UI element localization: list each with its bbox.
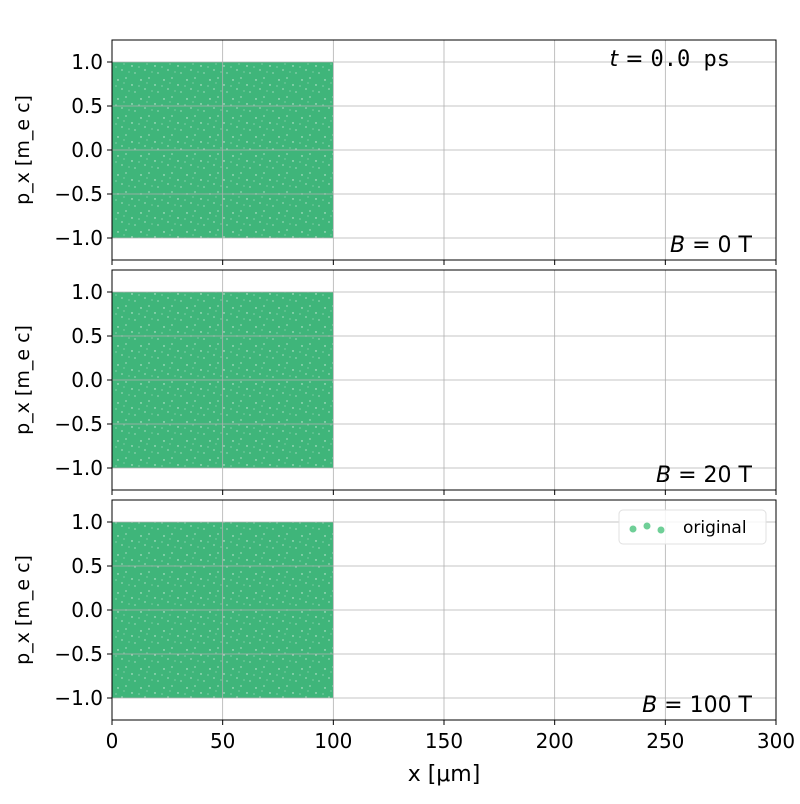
y-tick-label: 1.0 [71, 280, 103, 304]
panel-field-label: B = 0 T [670, 233, 753, 258]
plot-frame [111, 269, 777, 491]
plot-frame [111, 39, 777, 261]
y-tick-label: −1.0 [54, 456, 103, 480]
x-axis-label: x [μm] [408, 762, 481, 787]
x-tick-label: 100 [314, 729, 352, 753]
y-tick-label: 0.0 [71, 138, 103, 162]
panel-2: −1.0 −0.5 0.0 0.5 1.0 B = 20 T [54, 269, 777, 495]
panel-field-label: B = 100 T [642, 693, 752, 718]
legend-marker [657, 526, 665, 534]
y-tick-label: 0.0 [71, 368, 103, 392]
x-tick-label: 0 [106, 729, 119, 753]
y-tick-label: 0.0 [71, 598, 103, 622]
panel-3: −1.0 −0.5 0.0 0.5 1.0 B = 100 T [54, 499, 777, 725]
x-tick-label: 200 [536, 729, 574, 753]
panel-1: −1.0 −0.5 0.0 0.5 1.0 B = 0 T [54, 39, 777, 265]
y-tick-label: 0.5 [71, 554, 103, 578]
legend: original [618, 509, 767, 545]
y-tick-label: −0.5 [54, 412, 103, 436]
y-tick-label: −0.5 [54, 642, 103, 666]
x-tick-label: 250 [646, 729, 684, 753]
legend-label: original [683, 518, 747, 538]
legend-frame [618, 509, 767, 545]
y-tick-label: 1.0 [71, 50, 103, 74]
plot-frame [111, 499, 777, 721]
x-tick-label: 150 [425, 729, 463, 753]
legend-marker [629, 525, 637, 533]
y-axis-label: p_x [m_e c] [12, 325, 34, 435]
y-tick-label: 1.0 [71, 510, 103, 534]
y-axis-label: p_x [m_e c] [12, 95, 34, 205]
y-tick-label: −1.0 [54, 226, 103, 250]
legend-marker [643, 522, 651, 530]
y-tick-label: 0.5 [71, 94, 103, 118]
x-tick-label: 50 [210, 729, 235, 753]
y-tick-label: −0.5 [54, 182, 103, 206]
y-tick-label: −1.0 [54, 686, 103, 710]
panel-field-label: B = 20 T [656, 463, 753, 488]
y-axis-label: p_x [m_e c] [12, 555, 34, 665]
y-tick-label: 0.5 [71, 324, 103, 348]
x-tick-label: 300 [757, 729, 795, 753]
time-annotation: t = 0.0 ps [609, 47, 730, 72]
